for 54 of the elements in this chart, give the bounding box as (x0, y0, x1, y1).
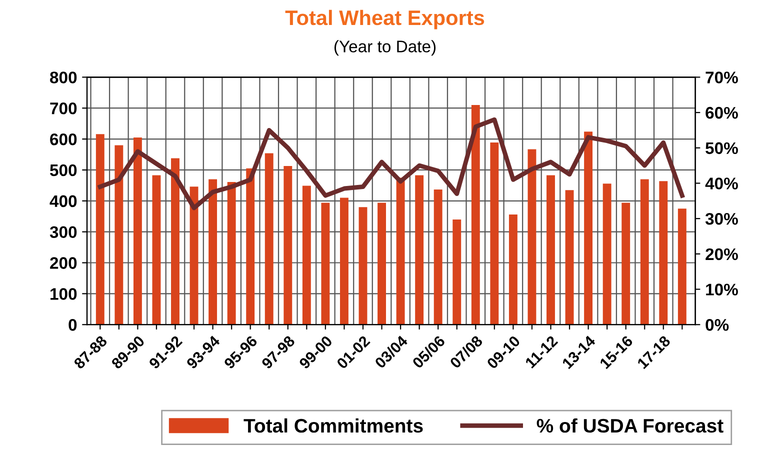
legend-label: % of USDA Forecast (536, 418, 724, 433)
y-tick-label: 400 (50, 195, 77, 208)
y-tick-label: 0 (68, 319, 77, 331)
bar (358, 207, 368, 325)
bar (584, 132, 593, 325)
line-series (98, 117, 684, 210)
y2-tick-label: 50% (706, 142, 738, 154)
bar (528, 149, 536, 325)
y-tick-label: 700 (50, 102, 77, 114)
y-tick-label: 500 (50, 164, 77, 176)
bar (321, 202, 330, 325)
y-tick-label: 300 (50, 226, 77, 238)
y-tick-label: 200 (50, 257, 77, 269)
bar (678, 208, 686, 325)
y2-tick-label: 30% (705, 212, 738, 225)
bar (227, 182, 236, 325)
bar (452, 219, 462, 325)
y2-tick-label: 40% (705, 178, 738, 190)
bar (471, 105, 480, 325)
bar (490, 142, 499, 325)
y2-tick-label: 10% (706, 284, 738, 296)
legend-label: Total Commitments (244, 418, 423, 433)
bar (434, 189, 442, 325)
bar (640, 179, 649, 325)
bar (284, 166, 292, 325)
chart-title: Total Wheat Exports (285, 10, 484, 30)
bar (208, 179, 218, 325)
bar (114, 145, 124, 325)
chart-subtitle: (Year to Date) (334, 40, 436, 56)
y2-tick-label: 70% (706, 72, 738, 84)
bar (602, 184, 612, 325)
bar (190, 186, 198, 325)
bar (546, 175, 555, 325)
y2-tick-label: 60% (706, 106, 738, 119)
y2-tick-label: 0% (706, 319, 729, 331)
bar (378, 202, 386, 325)
bar (264, 153, 274, 325)
bar (152, 175, 161, 325)
bar (622, 202, 630, 325)
bar (565, 190, 574, 325)
bar (415, 175, 424, 325)
bar (340, 198, 348, 325)
y-tick-label: 100 (50, 288, 77, 300)
bar (96, 134, 104, 325)
bar (246, 168, 255, 325)
bar (508, 214, 518, 325)
y-tick-label: 600 (50, 133, 77, 146)
bar (659, 181, 668, 325)
y-tick-label: 800 (50, 72, 77, 84)
y2-tick-label: 20% (706, 248, 738, 260)
bar (396, 178, 405, 325)
bar (171, 158, 180, 325)
bar (133, 137, 142, 325)
bar (302, 186, 311, 325)
